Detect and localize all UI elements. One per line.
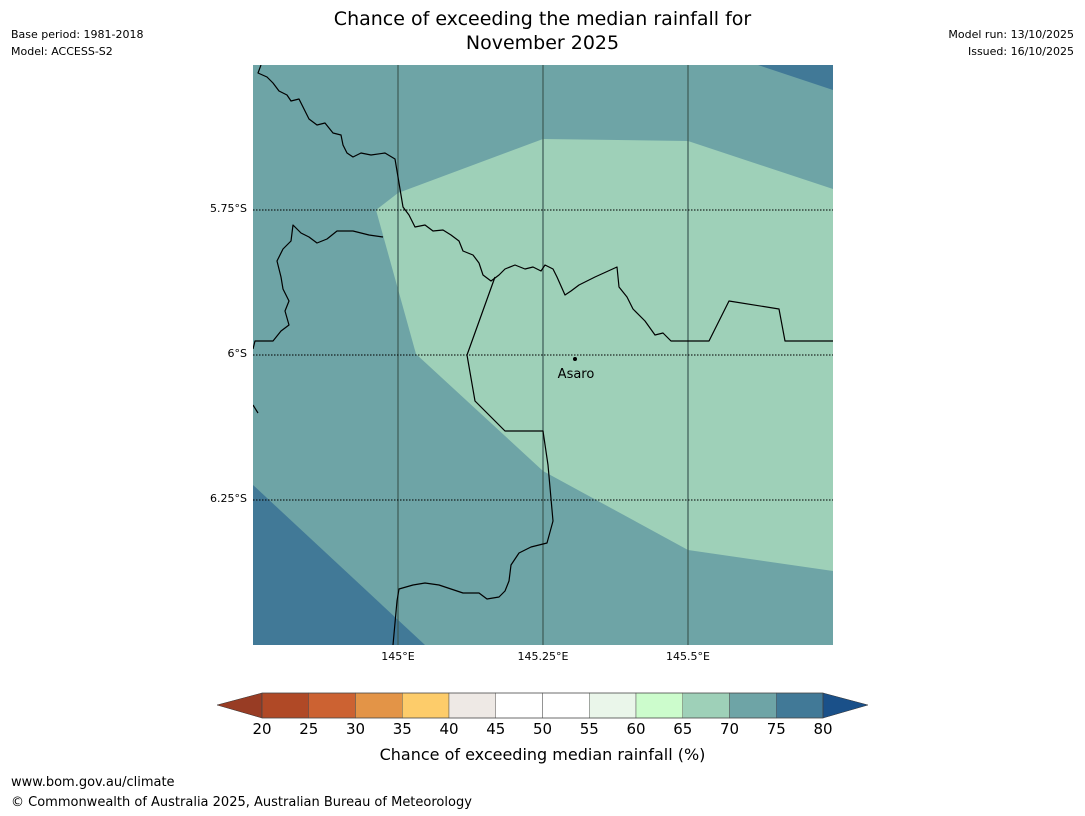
colorbar-over-arrow xyxy=(822,692,869,719)
boundary-west-coast xyxy=(253,224,384,350)
colorbar-segments xyxy=(261,692,824,719)
colorbar-segment-75-80 xyxy=(776,692,824,719)
colorbar-segment-20-25 xyxy=(261,692,309,719)
model-run-text: Model run: 13/10/2025 xyxy=(948,28,1074,41)
map-title-line1: Chance of exceeding the median rainfall … xyxy=(333,8,752,30)
colorbar-tick-50: 50 xyxy=(532,720,553,738)
zone-75-80-northeast xyxy=(758,65,833,90)
metadata-right: Model run: 13/10/2025 Issued: 16/10/2025 xyxy=(948,26,1074,60)
model-text: Model: ACCESS-S2 xyxy=(11,45,113,58)
colorbar-tick-75: 75 xyxy=(766,720,786,738)
map-title: Chance of exceeding the median rainfall … xyxy=(0,7,1085,55)
colorbar-tick-20: 20 xyxy=(252,720,272,738)
lat-label-6-25s: 6.25°S xyxy=(210,492,247,505)
colorbar-tick-65: 65 xyxy=(673,720,693,738)
lon-label-145e: 145°E xyxy=(381,650,415,663)
colorbar-segment-30-35 xyxy=(355,692,403,719)
metadata-left: Base period: 1981-2018 Model: ACCESS-S2 xyxy=(11,26,143,60)
colorbar-tick-25: 25 xyxy=(299,720,319,738)
lat-label-6s: 6°S xyxy=(227,347,247,360)
colorbar-frame xyxy=(261,692,824,719)
base-period-text: Base period: 1981-2018 xyxy=(11,28,144,41)
colorbar-tick-55: 55 xyxy=(579,720,599,738)
rainfall-map[interactable]: Asaro xyxy=(253,65,833,645)
colorbar-tick-40: 40 xyxy=(439,720,459,738)
colorbar-under-arrow xyxy=(216,692,263,719)
colorbar xyxy=(216,692,869,719)
lat-label-5-75s: 5.75°S xyxy=(210,202,247,215)
asaro-marker[interactable] xyxy=(573,357,577,361)
colorbar-segment-25-30 xyxy=(308,692,356,719)
lon-label-145-25e: 145.25°E xyxy=(517,650,569,663)
colorbar-segment-50-55 xyxy=(542,692,590,719)
boundary-central xyxy=(392,276,554,645)
colorbar-tick-60: 60 xyxy=(626,720,646,738)
footer-copyright: © Commonwealth of Australia 2025, Austra… xyxy=(11,795,472,810)
colorbar-segment-65-70 xyxy=(682,692,730,719)
colorbar-segment-60-65 xyxy=(635,692,683,719)
map-title-line2: November 2025 xyxy=(465,32,620,54)
colorbar-tick-45: 45 xyxy=(486,720,506,738)
zone-75-80-southwest xyxy=(253,485,425,645)
colorbar-segment-40-45 xyxy=(448,692,496,719)
boundary-west-edge xyxy=(253,404,259,414)
asaro-label: Asaro xyxy=(558,367,595,382)
colorbar-segment-55-60 xyxy=(589,692,637,719)
colorbar-segment-45-50 xyxy=(495,692,543,719)
boundary-northwest xyxy=(257,65,833,342)
issued-text: Issued: 16/10/2025 xyxy=(967,45,1074,58)
footer-url[interactable]: www.bom.gov.au/climate xyxy=(11,775,175,790)
colorbar-tick-35: 35 xyxy=(392,720,412,738)
colorbar-tick-30: 30 xyxy=(345,720,366,738)
colorbar-tick-70: 70 xyxy=(719,720,740,738)
lon-label-145-5e: 145.5°E xyxy=(666,650,710,663)
colorbar-label: Chance of exceeding median rainfall (%) xyxy=(379,745,706,764)
colorbar-tick-80: 80 xyxy=(813,720,833,738)
colorbar-segment-35-40 xyxy=(402,692,450,719)
colorbar-segment-70-75 xyxy=(729,692,777,719)
